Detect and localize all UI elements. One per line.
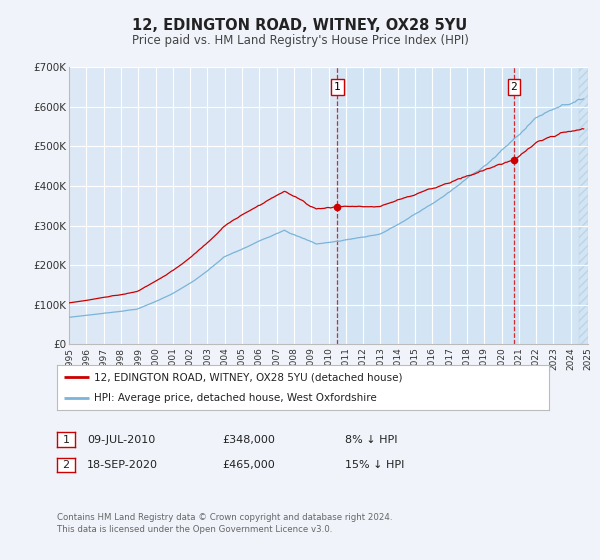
Text: 12, EDINGTON ROAD, WITNEY, OX28 5YU: 12, EDINGTON ROAD, WITNEY, OX28 5YU — [133, 18, 467, 32]
Text: £348,000: £348,000 — [222, 435, 275, 445]
Text: £465,000: £465,000 — [222, 460, 275, 470]
Bar — [337, 67, 588, 344]
Text: 2: 2 — [511, 82, 517, 92]
Text: Contains HM Land Registry data © Crown copyright and database right 2024.
This d: Contains HM Land Registry data © Crown c… — [57, 513, 392, 534]
Text: 09-JUL-2010: 09-JUL-2010 — [87, 435, 155, 445]
Bar — [580, 67, 588, 344]
Text: 8% ↓ HPI: 8% ↓ HPI — [345, 435, 398, 445]
Text: 12, EDINGTON ROAD, WITNEY, OX28 5YU (detached house): 12, EDINGTON ROAD, WITNEY, OX28 5YU (det… — [94, 372, 403, 382]
Text: 15% ↓ HPI: 15% ↓ HPI — [345, 460, 404, 470]
Text: 1: 1 — [334, 82, 341, 92]
Text: 1: 1 — [62, 435, 70, 445]
Text: HPI: Average price, detached house, West Oxfordshire: HPI: Average price, detached house, West… — [94, 393, 377, 403]
Text: 18-SEP-2020: 18-SEP-2020 — [87, 460, 158, 470]
Text: Price paid vs. HM Land Registry's House Price Index (HPI): Price paid vs. HM Land Registry's House … — [131, 34, 469, 47]
Text: 2: 2 — [62, 460, 70, 470]
